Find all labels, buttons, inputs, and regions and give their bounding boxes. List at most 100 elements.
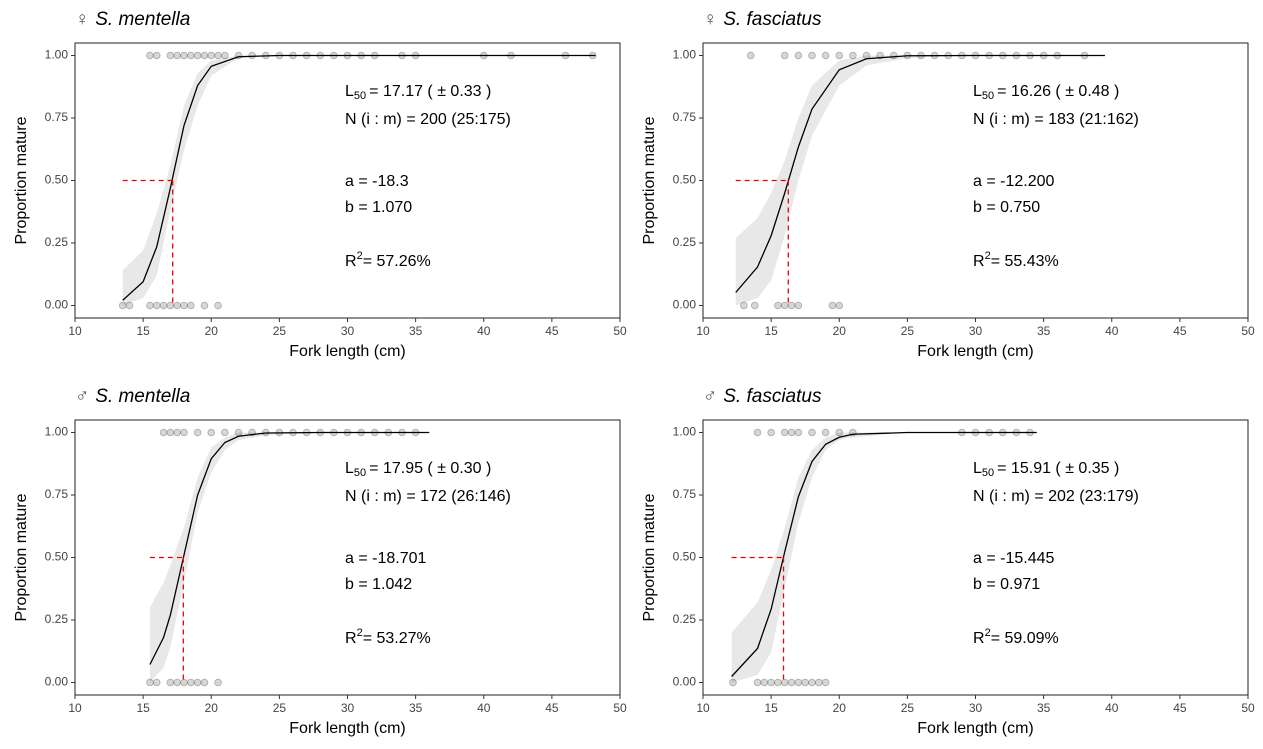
observation <box>849 51 857 60</box>
observation <box>248 51 256 60</box>
x-tick-label: 50 <box>613 324 627 338</box>
observation <box>159 301 168 310</box>
observation <box>187 301 195 310</box>
x-axis-label: Fork length (cm) <box>917 720 1033 737</box>
observation <box>187 678 195 687</box>
observation <box>808 678 816 687</box>
observation <box>774 301 782 310</box>
observation <box>767 678 775 687</box>
l50-main: L <box>345 460 354 477</box>
b-annotation: b = 0.750 <box>973 199 1040 216</box>
y-tick-label: 0.25 <box>45 235 69 249</box>
x-tick-label: 50 <box>1241 701 1255 715</box>
y-tick-label: 0.50 <box>45 550 69 564</box>
y-tick-label: 0.25 <box>45 612 69 626</box>
n-annotation: N (i : m) = 172 (26:146) <box>345 488 511 505</box>
x-tick-label: 20 <box>833 701 847 715</box>
observation <box>750 301 759 310</box>
observation <box>173 51 181 60</box>
observation <box>787 678 796 687</box>
r2-annotation: R2= 53.27% <box>345 627 431 647</box>
observation <box>214 678 222 687</box>
species-name: S. fasciatus <box>723 386 822 407</box>
fitted-curve <box>149 431 430 665</box>
confidence-band <box>731 432 1037 683</box>
observation <box>753 428 762 437</box>
observation <box>166 678 175 687</box>
x-tick-label: 20 <box>833 324 847 338</box>
r2-rest: = 53.27% <box>363 630 431 647</box>
observation <box>862 51 871 60</box>
observation <box>808 428 816 437</box>
x-tick-label: 45 <box>545 701 559 715</box>
panel-title: ♂ S. mentella <box>75 386 190 407</box>
x-tick-label: 20 <box>205 324 219 338</box>
y-tick-label: 0.75 <box>673 487 697 501</box>
y-axis-label: Proportion mature <box>641 116 658 244</box>
x-tick-label: 15 <box>136 701 150 715</box>
r2-rest: = 59.09% <box>991 630 1059 647</box>
l50-main: L <box>973 460 982 477</box>
l50-rest: = 16.26 ( ± 0.48 ) <box>997 83 1119 100</box>
observation <box>152 678 161 687</box>
observation <box>180 428 188 437</box>
y-axis-label: Proportion mature <box>13 116 30 244</box>
observation <box>787 301 796 310</box>
y-tick-label: 0.75 <box>45 110 69 124</box>
x-tick-label: 10 <box>696 324 710 338</box>
l50-main: L <box>345 83 354 100</box>
r2-sup: 2 <box>985 627 991 639</box>
observation <box>794 301 803 310</box>
y-tick-label: 0.00 <box>673 675 697 689</box>
l50-annotation: L50 = 17.17 ( ± 0.33 ) <box>345 83 491 102</box>
observation <box>821 678 830 687</box>
observation <box>753 678 762 687</box>
fitted-curve <box>122 54 596 301</box>
y-axis-label: Proportion mature <box>13 493 30 621</box>
observation <box>166 428 175 437</box>
observation <box>835 301 844 310</box>
observation <box>787 428 796 437</box>
x-tick-label: 10 <box>696 701 710 715</box>
r2-sup: 2 <box>985 250 991 262</box>
species-name: S. fasciatus <box>723 9 822 30</box>
r2-main: R <box>973 253 985 270</box>
observation <box>200 678 209 687</box>
r2-sup: 2 <box>357 627 363 639</box>
y-tick-label: 0.25 <box>673 612 697 626</box>
observation <box>821 428 830 437</box>
l50-annotation: L50 = 15.91 ( ± 0.35 ) <box>973 460 1119 479</box>
observation <box>794 51 803 60</box>
y-tick-label: 0.00 <box>45 298 69 312</box>
observation <box>152 51 161 60</box>
r2-annotation: R2= 59.09% <box>973 627 1059 647</box>
l50-annotation: L50 = 17.95 ( ± 0.30 ) <box>345 460 491 479</box>
x-tick-label: 35 <box>1037 324 1051 338</box>
r2-sup: 2 <box>357 250 363 262</box>
x-tick-label: 25 <box>273 701 287 715</box>
l50-rest: = 17.95 ( ± 0.30 ) <box>369 460 491 477</box>
y-tick-label: 0.50 <box>673 173 697 187</box>
observation <box>729 678 737 687</box>
y-tick-label: 0.50 <box>673 550 697 564</box>
observation <box>835 428 844 437</box>
y-tick-label: 0.00 <box>673 298 697 312</box>
observation <box>173 301 181 310</box>
x-tick-label: 35 <box>409 324 423 338</box>
y-tick-label: 1.00 <box>45 425 69 439</box>
observation <box>146 678 154 687</box>
x-tick-label: 30 <box>969 324 983 338</box>
species-name: S. mentella <box>95 9 190 30</box>
species-name: S. mentella <box>95 386 190 407</box>
r2-annotation: R2= 57.26% <box>345 250 431 270</box>
n-annotation: N (i : m) = 183 (21:162) <box>973 111 1139 128</box>
x-tick-label: 25 <box>273 324 287 338</box>
observation <box>180 678 188 687</box>
observation <box>740 301 748 310</box>
observation <box>746 51 755 60</box>
l50-main: L <box>973 83 982 100</box>
observation <box>828 301 837 310</box>
observation <box>193 428 202 437</box>
